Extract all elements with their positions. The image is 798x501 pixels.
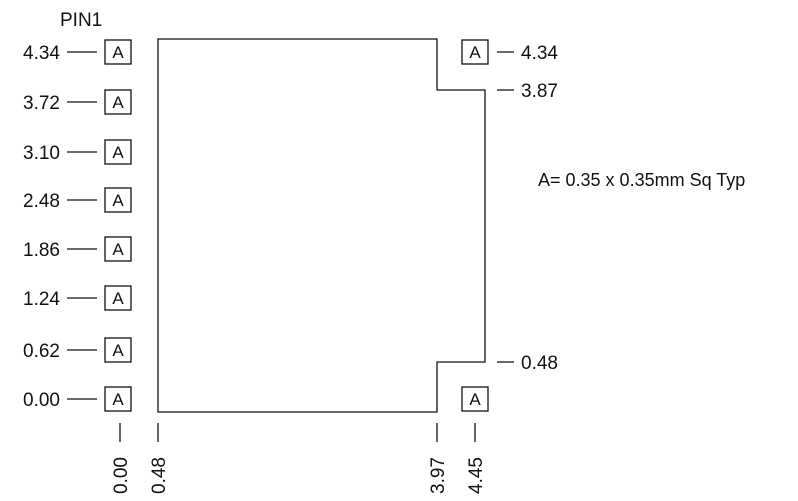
left-pad-value: 3.10 [23, 143, 60, 164]
right-pad: A 4.34 [461, 39, 558, 65]
bottom-dimension-value: 0.00 [111, 457, 132, 494]
right-dimension: 0.48 [497, 353, 558, 374]
right-pad-letter: A [469, 43, 481, 62]
left-pad-value: 1.24 [23, 289, 60, 310]
right-pad-letter: A [469, 390, 481, 409]
right-dimension: 3.87 [497, 81, 558, 102]
bottom-dimension-value: 3.97 [428, 457, 449, 494]
left-pad-letter: A [112, 191, 124, 210]
left-pad-value: 0.00 [23, 390, 60, 411]
left-pad-value: 2.48 [23, 191, 60, 212]
left-pad-column: 4.34 A 3.72 A 3.10 A 2.48 A 1.86 A [23, 39, 132, 412]
left-pad-letter: A [112, 43, 124, 62]
left-pad-letter: A [112, 341, 124, 360]
left-pad-box [104, 386, 132, 412]
left-pad-box [104, 337, 132, 363]
right-pad: A [461, 386, 489, 412]
left-pad: 0.00 A [23, 386, 132, 412]
left-pad: 1.86 A [23, 236, 132, 262]
left-pad-box [104, 139, 132, 165]
bottom-dimension: 3.97 [428, 423, 449, 494]
left-pad-box [104, 285, 132, 311]
left-pad-box [104, 236, 132, 262]
left-pad-letter: A [112, 289, 124, 308]
left-pad-value: 1.86 [23, 240, 60, 261]
right-dimension-value: 0.48 [521, 353, 558, 374]
left-pad-value: 0.62 [23, 341, 60, 362]
left-pad-value: 3.72 [23, 93, 60, 114]
left-pad-letter: A [112, 390, 124, 409]
left-pad: 2.48 A [23, 187, 132, 213]
bottom-dimension: 4.45 [466, 423, 487, 494]
left-pad-box [104, 89, 132, 115]
left-pad-value: 4.34 [23, 43, 60, 64]
left-pad: 3.72 A [23, 89, 132, 115]
right-pad-box [461, 386, 489, 412]
left-pad: 3.10 A [23, 139, 132, 165]
left-pad-box [104, 39, 132, 65]
left-pad: 0.62 A [23, 337, 132, 363]
right-pad-box [461, 39, 489, 65]
bottom-dimension-value: 0.48 [149, 457, 170, 494]
right-pad-value: 4.34 [521, 43, 558, 64]
pad-size-note: A= 0.35 x 0.35mm Sq Typ [538, 170, 745, 190]
pin1-label: PIN1 [60, 10, 102, 31]
bottom-dimension: 0.00 [111, 423, 132, 494]
bottom-dimension: 0.48 [149, 423, 170, 494]
right-dimension-value: 3.87 [521, 81, 558, 102]
left-pad-letter: A [112, 240, 124, 259]
pad-outline [157, 38, 486, 413]
bottom-dimension-value: 4.45 [466, 457, 487, 494]
left-pad-letter: A [112, 143, 124, 162]
left-pad-letter: A [112, 93, 124, 112]
left-pad: 1.24 A [23, 285, 132, 311]
left-pad-box [104, 187, 132, 213]
left-pad: 4.34 A [23, 39, 132, 65]
